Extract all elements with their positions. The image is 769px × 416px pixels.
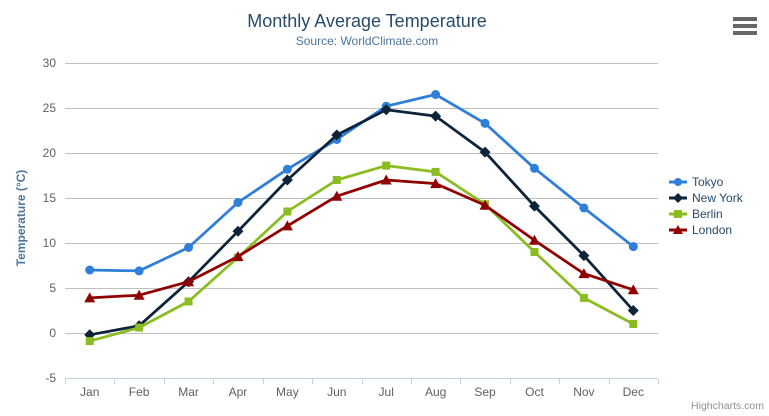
context-menu-button[interactable] (732, 16, 758, 36)
marker-london[interactable] (84, 292, 96, 303)
chart-title: Monthly Average Temperature (247, 11, 487, 31)
marker-london[interactable] (281, 220, 293, 231)
legend-marker-square-icon (669, 210, 687, 218)
y-axis-tick-label: 20 (43, 146, 57, 160)
series-tokyo (85, 90, 638, 276)
legend-item-tokyo[interactable]: Tokyo (669, 174, 743, 190)
x-axis-tick-label: May (276, 385, 299, 399)
marker-new-york[interactable] (528, 200, 540, 212)
legend-label: Tokyo (692, 175, 724, 189)
marker-tokyo[interactable] (134, 266, 144, 276)
y-axis-tick-label: 25 (43, 101, 57, 115)
legend-item-new-york[interactable]: New York (669, 190, 743, 206)
marker-london[interactable] (183, 276, 195, 287)
marker-new-york[interactable] (479, 146, 491, 158)
marker-berlin[interactable] (135, 323, 144, 332)
marker-london[interactable] (133, 289, 145, 300)
marker-london[interactable] (627, 284, 639, 295)
marker-tokyo[interactable] (85, 265, 95, 275)
marker-new-york[interactable] (380, 104, 392, 116)
marker-berlin[interactable] (579, 293, 588, 302)
hamburger-icon (733, 31, 757, 35)
x-axis-tick-label: Feb (129, 385, 150, 399)
hamburger-icon (733, 24, 757, 28)
series-new-york (84, 104, 639, 341)
marker-berlin[interactable] (629, 320, 638, 328)
x-axis-tick-label: Dec (623, 385, 644, 399)
x-axis-tick-label: Apr (229, 385, 248, 399)
legend-marker-london (673, 225, 683, 234)
x-axis-tick-label: Oct (525, 385, 544, 399)
x-axis-tick-label: Jun (327, 385, 346, 399)
marker-berlin[interactable] (431, 167, 440, 176)
legend-marker-new-york (673, 193, 683, 203)
marker-tokyo[interactable] (529, 163, 539, 173)
marker-london[interactable] (479, 199, 491, 210)
series-line-london[interactable] (88, 178, 635, 300)
legend-marker-triangle-icon (669, 225, 687, 234)
marker-tokyo[interactable] (233, 198, 243, 207)
marker-tokyo[interactable] (184, 243, 194, 252)
marker-berlin[interactable] (530, 248, 539, 256)
series-london (84, 174, 639, 303)
marker-london[interactable] (578, 268, 590, 279)
marker-tokyo[interactable] (628, 242, 638, 252)
legend-item-berlin[interactable]: Berlin (669, 206, 743, 222)
x-axis-tick-label: Mar (178, 385, 199, 399)
marker-london[interactable] (528, 234, 540, 245)
series-line-new-york[interactable] (88, 108, 635, 337)
marker-new-york[interactable] (578, 250, 590, 262)
x-axis-tick-label: Jan (80, 385, 99, 399)
marker-berlin[interactable] (382, 161, 391, 170)
marker-london[interactable] (331, 190, 343, 201)
hamburger-icon (733, 17, 757, 21)
marker-new-york[interactable] (430, 110, 442, 122)
marker-new-york[interactable] (232, 225, 244, 237)
marker-new-york[interactable] (627, 305, 639, 316)
x-axis-tick-label: Jul (379, 385, 394, 399)
series-line-berlin[interactable] (88, 164, 635, 343)
marker-tokyo[interactable] (480, 118, 490, 128)
y-axis-tick-label: -5 (45, 371, 56, 385)
marker-tokyo[interactable] (431, 90, 441, 99)
marker-new-york[interactable] (281, 174, 293, 186)
marker-berlin[interactable] (85, 337, 94, 346)
marker-berlin[interactable] (332, 176, 341, 184)
marker-london[interactable] (380, 174, 392, 185)
legend-marker-berlin (674, 210, 682, 218)
marker-new-york[interactable] (331, 129, 343, 141)
y-axis-tick-label: 15 (43, 191, 57, 205)
legend-label: Berlin (692, 207, 723, 221)
marker-tokyo[interactable] (282, 164, 292, 174)
legend-marker-circle-icon (669, 178, 687, 186)
marker-london[interactable] (430, 178, 442, 189)
marker-tokyo[interactable] (579, 203, 589, 213)
legend-marker-diamond-icon (669, 193, 687, 203)
y-axis-tick-label: 10 (43, 236, 57, 250)
marker-berlin[interactable] (184, 297, 193, 306)
y-axis-tick-label: 0 (49, 326, 56, 340)
legend-label: New York (692, 191, 743, 205)
y-axis-title: Temperature (°C) (14, 169, 28, 267)
x-axis-tick-label: Aug (425, 385, 446, 399)
marker-london[interactable] (232, 251, 244, 261)
x-axis-tick-label: Sep (474, 385, 496, 399)
legend-item-london[interactable]: London (669, 222, 743, 238)
chart-subtitle: Source: WorldClimate.com (295, 34, 439, 48)
legend-marker-tokyo (674, 178, 682, 186)
x-axis-tick-label: Nov (573, 385, 594, 399)
y-axis-tick-label: 30 (43, 56, 57, 70)
marker-berlin[interactable] (283, 207, 292, 216)
legend: Tokyo New York Berlin London (669, 174, 743, 238)
y-axis-tick-label: 5 (49, 281, 56, 295)
highcharts-credit[interactable]: Highcharts.com (691, 400, 764, 412)
legend-label: London (692, 223, 733, 237)
